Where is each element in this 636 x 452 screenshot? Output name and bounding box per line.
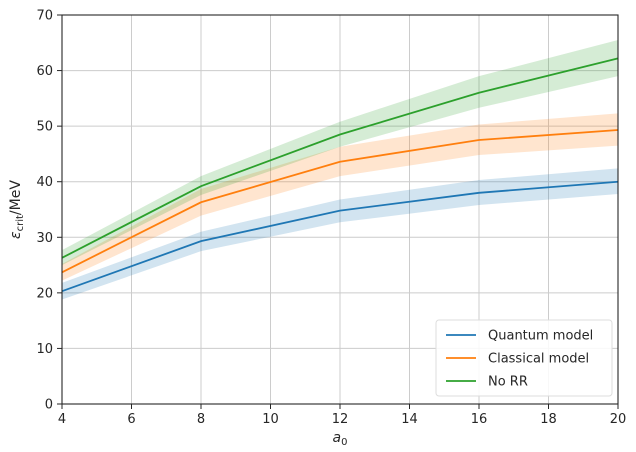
x-tick-label: 14: [401, 412, 418, 427]
confidence-band: [62, 113, 618, 281]
x-tick-label: 18: [540, 412, 557, 427]
legend-label: No RR: [488, 375, 528, 390]
legend: Quantum model Classical model No RR: [435, 319, 613, 397]
confidence-bands: [62, 40, 618, 300]
y-tick-label: 20: [36, 286, 53, 301]
series-line: [61, 129, 619, 274]
x-tick-label: 20: [610, 412, 627, 427]
y-tick-label: 70: [36, 9, 53, 24]
x-axis-label-main: a: [333, 430, 342, 446]
confidence-band: [62, 40, 618, 266]
legend-label: Classical model: [488, 352, 589, 367]
y-tick-label: 40: [36, 175, 53, 190]
series-line: [61, 180, 619, 293]
y-axis-label-sub: crit: [15, 215, 26, 231]
series-lines: [61, 57, 619, 293]
x-axis-ticks: 4 6 8 10 12 14 16 18 20: [58, 404, 626, 427]
y-tick-label: 30: [36, 231, 53, 246]
y-axis-label-unit: /MeV: [8, 180, 24, 215]
x-axis-label-sub: 0: [341, 437, 347, 448]
legend-box: [435, 319, 613, 397]
y-tick-label: 10: [36, 342, 53, 357]
x-tick-label: 4: [58, 412, 66, 427]
y-tick-label: 60: [36, 64, 53, 79]
y-tick-label: 50: [36, 120, 53, 135]
x-tick-label: 8: [197, 412, 205, 427]
y-axis-label: εcrit/MeV: [8, 180, 26, 239]
x-tick-label: 6: [127, 412, 135, 427]
confidence-band: [62, 168, 618, 300]
x-tick-label: 12: [332, 412, 349, 427]
legend-label: Quantum model: [488, 329, 593, 344]
x-tick-label: 10: [262, 412, 279, 427]
series-line: [61, 57, 619, 259]
y-axis-ticks: 0 10 20 30 40 50 60 70: [36, 9, 62, 413]
y-tick-label: 0: [45, 398, 53, 413]
x-tick-label: 16: [471, 412, 488, 427]
y-axis-label-main: ε: [8, 231, 24, 239]
x-axis-label: a0: [333, 430, 348, 448]
